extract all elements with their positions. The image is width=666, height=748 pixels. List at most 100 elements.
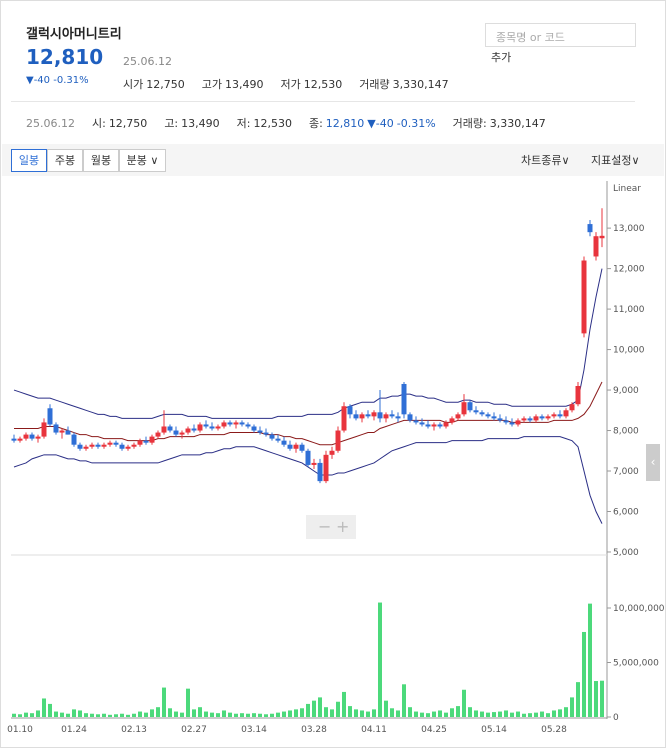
candle-body <box>11 438 17 441</box>
candle-body <box>461 402 467 415</box>
volume-bar <box>366 711 370 717</box>
candle-body <box>275 438 281 441</box>
candle-body <box>239 422 245 425</box>
volume-bar <box>48 703 52 717</box>
ohlc-value: 12,810 <box>325 117 365 130</box>
volume-bar <box>498 711 502 717</box>
price: 12,810 <box>26 45 104 69</box>
candle-body <box>125 446 131 449</box>
tab-label: 분봉 <box>126 154 147 167</box>
candle-body <box>335 430 341 451</box>
ohlc-label: 저: <box>236 117 251 130</box>
y-tick-label: 9,000 <box>613 386 639 396</box>
volume-bar <box>318 697 322 717</box>
x-tick-label: 03.14 <box>241 725 267 735</box>
x-tick-label: 02.13 <box>121 725 147 735</box>
candle-body <box>545 416 551 419</box>
volume-bar <box>450 708 454 717</box>
band-line <box>14 381 603 446</box>
menu[interactable]: 지표설정∨ <box>591 154 640 167</box>
candle-body <box>497 418 503 421</box>
candle-body <box>371 412 377 417</box>
zoom-out[interactable]: − <box>318 517 331 536</box>
volume-bar <box>42 698 46 717</box>
ohlc-value: 13,490 <box>181 117 220 130</box>
summary-row: 시가 12,750 고가 13,490 저가 12,530 거래량 3,330,147 <box>123 76 452 92</box>
candle-body <box>167 426 173 431</box>
field-label: 거래량 <box>359 78 390 91</box>
candle-body <box>443 422 449 427</box>
volume-tick-label: 5,000,000 <box>613 658 659 668</box>
volume-bar <box>522 713 526 717</box>
candle-body <box>245 424 251 427</box>
volume-bar <box>132 713 136 717</box>
volume-bar <box>354 709 358 717</box>
y-tick-label: 11,000 <box>613 305 645 315</box>
volume-bar <box>162 687 166 717</box>
tab[interactable]: 분봉 ∨ <box>119 149 166 172</box>
volume-bar <box>252 713 256 717</box>
candle-body <box>233 422 239 425</box>
zoom-controls[interactable] <box>306 515 356 539</box>
y-tick-label: 10,000 <box>613 346 645 356</box>
volume-bar <box>372 709 376 717</box>
volume-bar <box>90 713 94 717</box>
volume-bar <box>234 713 238 717</box>
volume-bar <box>78 710 82 717</box>
change-pct: -0.31% <box>53 75 89 86</box>
x-tick-label: 03.28 <box>301 725 327 735</box>
candle-body <box>569 404 575 411</box>
candle-body <box>551 414 557 417</box>
volume-bar <box>348 706 352 717</box>
scale-label: Linear <box>613 184 641 194</box>
add-button[interactable]: 추가 <box>491 51 512 64</box>
x-tick-label: 04.25 <box>421 725 447 735</box>
candle-body <box>203 424 209 427</box>
candle-body <box>587 224 593 233</box>
candle-body <box>317 462 323 482</box>
ohlc-label: 시: <box>91 117 106 130</box>
candle-body <box>35 436 41 439</box>
search-input[interactable]: 종목명 or 코드 <box>485 23 636 47</box>
volume-bar <box>432 711 436 717</box>
x-tick-label: 02.27 <box>181 725 207 735</box>
volume-bar <box>444 712 448 717</box>
candle-body <box>113 442 119 445</box>
ohlc-label: 종: <box>308 117 323 130</box>
volume-bar <box>126 714 130 717</box>
candle-body <box>539 416 545 419</box>
tab[interactable]: 월봉 <box>83 149 119 172</box>
menu[interactable]: 차트종류∨ <box>521 154 570 167</box>
side-toggle[interactable]: ‹ <box>646 444 660 481</box>
candle-body <box>119 444 125 449</box>
candle-body <box>17 438 23 441</box>
zoom-in[interactable]: + <box>336 517 349 536</box>
candle-body <box>467 402 473 411</box>
volume-bar <box>468 707 472 717</box>
volume-bar <box>462 689 466 717</box>
volume-bar <box>480 711 484 717</box>
candle-body <box>599 235 605 239</box>
band-line <box>13 268 603 419</box>
y-tick-label: 7,000 <box>613 467 639 477</box>
candle-body <box>359 414 365 419</box>
tab[interactable]: 일봉 <box>11 149 47 172</box>
ohlc-value: 12,530 <box>253 117 292 130</box>
tab[interactable]: 주봉 <box>47 149 83 172</box>
candle-body <box>431 424 437 427</box>
volume-bar <box>336 701 340 717</box>
change: ▼-40 -0.31% <box>26 75 89 86</box>
candle-body <box>383 414 389 419</box>
candle-body <box>65 430 71 435</box>
volume-bar <box>102 713 106 717</box>
candle-body <box>389 414 395 417</box>
stock-name: 갤럭시아머니트리 <box>26 27 122 42</box>
candle-body <box>293 444 299 449</box>
volume-bar <box>384 700 388 717</box>
volume-tick-label: 10,000,000 <box>613 604 665 614</box>
field-value: 12,530 <box>303 78 343 91</box>
volume-bar <box>30 713 34 717</box>
candle-body <box>365 414 371 417</box>
volume-bar <box>144 712 148 717</box>
volume-bar <box>54 711 58 717</box>
